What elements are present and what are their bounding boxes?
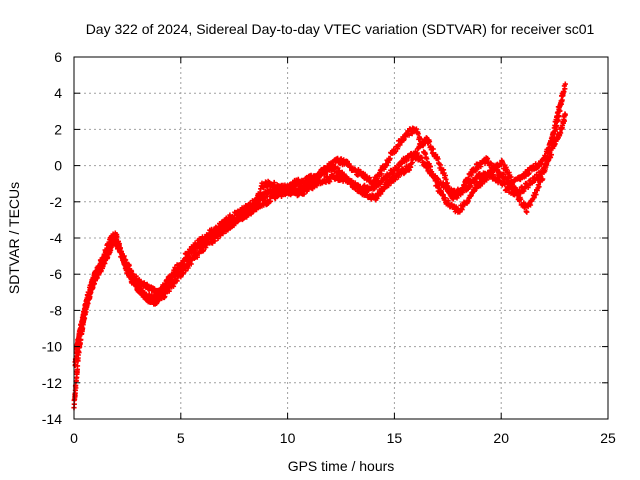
series-markers — [71, 111, 568, 411]
y-tick-label: -6 — [50, 266, 63, 282]
chart-title: Day 322 of 2024, Sidereal Day-to-day VTE… — [86, 21, 595, 37]
y-tick-label: 6 — [54, 49, 62, 65]
x-tick-label: 5 — [177, 430, 185, 446]
series-1 — [71, 111, 568, 411]
data-series — [71, 81, 568, 411]
y-tick-label: 4 — [54, 85, 62, 101]
series-markers — [73, 81, 568, 351]
y-tick-label: -12 — [42, 375, 62, 391]
x-tick-label: 10 — [280, 430, 296, 446]
x-tick-label: 25 — [600, 430, 616, 446]
x-tick-label: 20 — [493, 430, 509, 446]
grid — [74, 57, 608, 419]
y-axis-label: SDTVAR / TECUs — [6, 182, 22, 294]
y-tick-label: -10 — [42, 339, 62, 355]
y-tick-label: -14 — [42, 411, 62, 427]
series-3 — [73, 81, 568, 351]
x-tick-label: 15 — [387, 430, 403, 446]
y-tick-label: 2 — [54, 121, 62, 137]
x-tick-label: 0 — [70, 430, 78, 446]
y-tick-label: -4 — [50, 230, 63, 246]
series-markers — [72, 90, 566, 368]
x-axis-label: GPS time / hours — [288, 458, 395, 474]
y-tick-label: 0 — [54, 158, 62, 174]
series-2 — [72, 90, 566, 368]
y-tick-label: -2 — [50, 194, 63, 210]
y-tick-label: -8 — [50, 302, 63, 318]
